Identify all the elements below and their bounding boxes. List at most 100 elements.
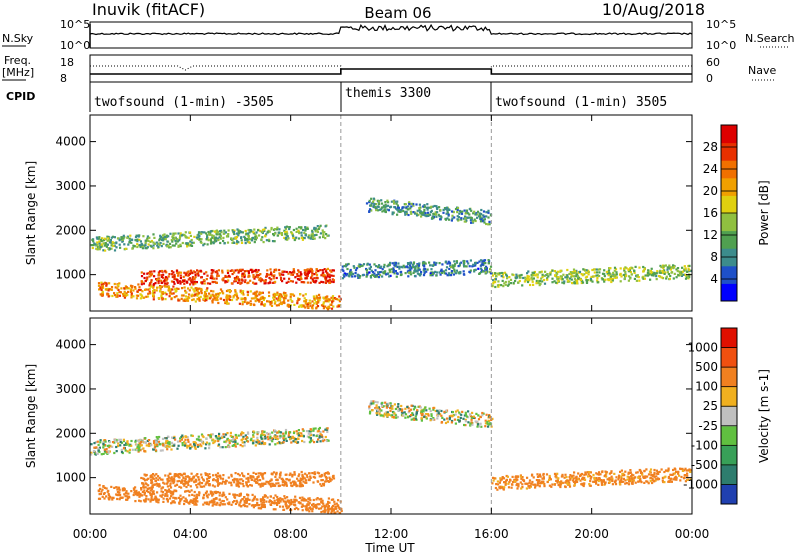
scatter-cell	[140, 275, 144, 278]
colorbar-swatch	[721, 195, 737, 214]
scatter-cell	[189, 269, 193, 272]
y-tick-label: 1000	[55, 268, 86, 282]
scatter-cell	[219, 292, 222, 295]
scatter-cell	[307, 432, 310, 435]
scatter-cell	[244, 498, 247, 501]
scatter-cell	[153, 441, 156, 445]
scatter-cell	[343, 272, 346, 275]
scatter-cell	[548, 476, 551, 479]
scatter-cell	[181, 287, 184, 290]
freq-line	[90, 68, 692, 75]
scatter-cell	[126, 236, 129, 239]
scatter-cell	[271, 281, 275, 284]
scatter-cell	[217, 475, 220, 478]
scatter-cell	[448, 272, 451, 275]
scatter-cell	[346, 272, 349, 276]
scatter-cell	[308, 436, 311, 439]
scatter-cell	[311, 231, 314, 234]
scatter-cell	[293, 436, 296, 440]
scatter-cell	[260, 442, 264, 445]
scatter-cell	[207, 230, 210, 234]
scatter-cell	[637, 276, 640, 279]
scatter-cell	[684, 273, 687, 276]
scatter-cell	[148, 275, 151, 278]
scatter-cell	[338, 300, 341, 303]
scatter-cell	[447, 213, 450, 216]
scatter-cell	[320, 500, 323, 504]
scatter-cell	[521, 483, 524, 486]
scatter-cell	[457, 216, 461, 219]
scatter-cell	[257, 483, 260, 486]
scatter-cell	[251, 493, 254, 496]
scatter-cell	[432, 417, 435, 420]
scatter-cell	[115, 295, 118, 298]
scatter-cell	[447, 214, 450, 217]
scatter-cell	[236, 228, 239, 231]
scatter-cell	[196, 294, 199, 297]
scatter-cell	[458, 419, 461, 422]
scatter-cell	[316, 305, 320, 308]
scatter-cell	[165, 271, 168, 274]
scatter-cell	[201, 440, 204, 443]
scatter-cell	[157, 242, 160, 245]
scatter-cell	[282, 437, 285, 440]
scatter-cell	[159, 234, 162, 237]
scatter-cell	[218, 504, 222, 507]
scatter-cell	[237, 270, 240, 273]
scatter-cell	[107, 247, 110, 250]
scatter-cell	[553, 270, 557, 273]
scatter-cell	[377, 209, 380, 212]
scatter-cell	[243, 501, 246, 504]
scatter-cell	[216, 478, 219, 481]
scatter-cell	[122, 439, 126, 443]
scatter-cell	[208, 484, 211, 487]
scatter-cell	[249, 474, 252, 478]
scatter-cell	[125, 490, 128, 493]
scatter-cell	[306, 508, 309, 511]
scatter-cell	[409, 408, 412, 411]
scatter-cell	[118, 491, 121, 494]
scatter-cell	[652, 273, 655, 276]
scatter-cell	[130, 490, 133, 493]
scatter-cell	[272, 508, 275, 511]
scatter-cell	[209, 232, 212, 235]
scatter-cell	[119, 441, 122, 444]
scatter-cell	[300, 478, 303, 482]
scatter-cell	[203, 485, 206, 488]
scatter-cell	[217, 269, 220, 272]
scatter-cell	[235, 298, 238, 301]
scatter-cell	[209, 230, 212, 233]
scatter-cell	[320, 474, 323, 477]
scatter-cell	[221, 269, 224, 272]
scatter-cell	[254, 300, 257, 303]
scatter-cell	[669, 268, 672, 271]
scatter-cell	[556, 481, 559, 484]
scatter-cell	[392, 267, 395, 270]
scatter-cell	[434, 409, 437, 413]
scatter-cell	[197, 274, 200, 277]
scatter-cell	[395, 264, 398, 267]
scatter-cell	[388, 268, 391, 271]
scatter-cell	[315, 506, 318, 509]
scatter-cell	[595, 268, 598, 271]
scatter-cell	[228, 439, 231, 442]
scatter-cell	[480, 208, 483, 212]
scatter-cell	[484, 422, 487, 425]
scatter-cell	[423, 204, 426, 207]
scatter-cell	[161, 449, 164, 452]
scatter-cell	[249, 268, 252, 271]
scatter-cell	[409, 270, 412, 273]
scatter-cell	[106, 288, 109, 291]
scatter-cell	[448, 416, 451, 419]
scatter-cell	[295, 430, 298, 433]
scatter-cell	[275, 471, 278, 474]
scatter-cell	[516, 487, 519, 490]
scatter-cell	[240, 231, 243, 234]
scatter-cell	[428, 407, 431, 410]
scatter-cell	[535, 273, 538, 276]
scatter-cell	[460, 217, 463, 220]
scatter-cell	[132, 289, 135, 292]
scatter-cell	[246, 291, 250, 294]
scatter-cell	[627, 270, 630, 273]
scatter-cell	[320, 484, 323, 487]
